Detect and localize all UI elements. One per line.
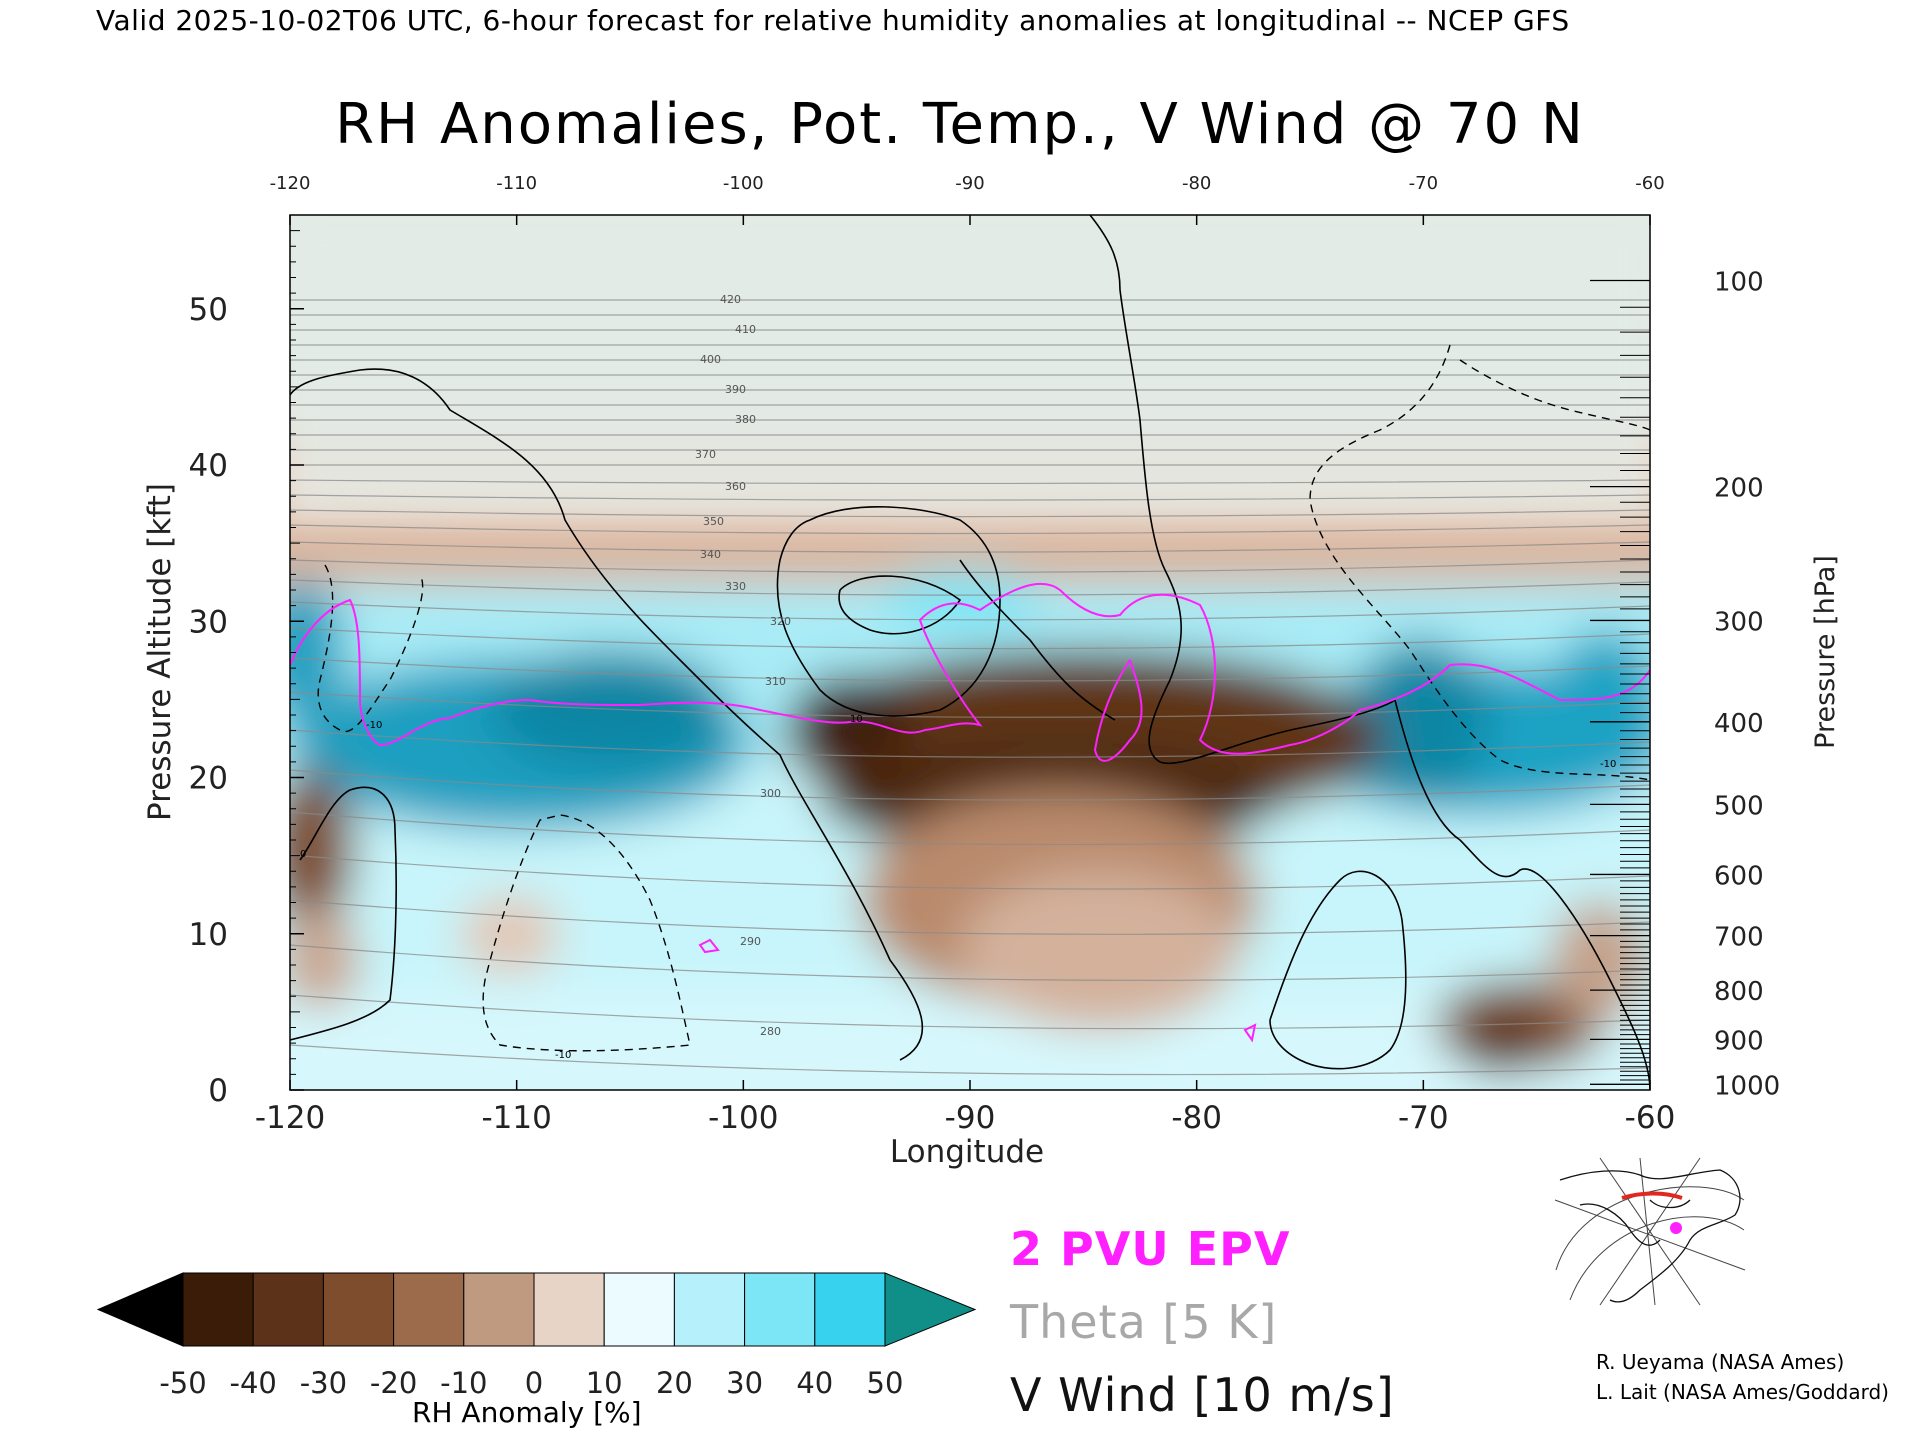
x-tick-label: -110 [481, 1100, 551, 1136]
svg-text:0: 0 [300, 849, 306, 860]
y-tick-label: 0 [208, 1073, 228, 1109]
colorbar-bin [463, 1272, 535, 1347]
legend-vwind: V Wind [10 m/s] [1010, 1368, 1395, 1422]
x-tick-label: -70 [1398, 1100, 1449, 1136]
colorbar-tick-label: 40 [796, 1366, 833, 1400]
colorbar-tick-label: 0 [525, 1366, 543, 1400]
x-top-tick-label: -120 [270, 173, 311, 194]
forecast-valid-line: Valid 2025-10-02T06 UTC, 6-hour forecast… [96, 4, 1570, 37]
pressure-tick-label: 400 [1714, 709, 1764, 739]
x-axis-bottom: -120 -110 -100 -90 -80 -70 -60 [255, 1080, 1676, 1136]
x-axis-label: Longitude [890, 1134, 1044, 1170]
svg-text:310: 310 [765, 675, 786, 688]
svg-text:390: 390 [725, 383, 746, 396]
svg-text:10: 10 [850, 714, 863, 725]
colorbar-over-arrow [884, 1272, 977, 1347]
y-axis-label: Pressure Altitude [kft] [142, 483, 178, 821]
x-top-tick-label: -60 [1635, 173, 1664, 194]
pressure-tick-label: 500 [1714, 791, 1764, 821]
pressure-axis-label: Pressure [hPa] [1810, 555, 1841, 749]
v-wind-contours [290, 215, 1650, 1090]
svg-text:-10: -10 [555, 1050, 571, 1061]
legend-epv: 2 PVU EPV [1010, 1222, 1291, 1276]
colorbar-bin [673, 1272, 746, 1347]
pressure-tick-label: 700 [1714, 923, 1764, 953]
x-top-tick-label: -90 [955, 173, 984, 194]
pressure-tick-label: 800 [1714, 977, 1764, 1007]
colorbar-tick-label: -30 [300, 1366, 347, 1400]
rh-anomaly-field: 420 410 400 390 380 370 360 350 340 330 … [290, 215, 1650, 1090]
colorbar-tick-label: 30 [726, 1366, 763, 1400]
colorbar-tick-label: 10 [586, 1366, 623, 1400]
svg-text:340: 340 [700, 548, 721, 561]
x-axis-top: -120 -110 -100 -90 -80 -70 -60 [270, 173, 1665, 225]
y-tick-label: 40 [189, 448, 228, 484]
pressure-tick-label: 300 [1714, 607, 1764, 637]
credit-line-2: L. Lait (NASA Ames/Goddard) [1596, 1380, 1889, 1404]
pressure-tick-label: 600 [1714, 861, 1764, 891]
svg-text:420: 420 [720, 293, 741, 306]
y-tick-label: 10 [189, 917, 228, 953]
pressure-tick-label: 100 [1714, 268, 1764, 298]
svg-text:410: 410 [735, 323, 756, 336]
svg-text:-10: -10 [366, 720, 382, 731]
colorbar-bin [252, 1272, 324, 1347]
x-top-tick-label: -80 [1182, 173, 1211, 194]
credit-line-1: R. Ueyama (NASA Ames) [1596, 1350, 1845, 1374]
svg-text:280: 280 [760, 1025, 781, 1038]
x-tick-label: -90 [945, 1100, 996, 1136]
svg-text:300: 300 [760, 787, 781, 800]
x-top-tick-label: -100 [723, 173, 764, 194]
inset-locator-map [1550, 1157, 1750, 1308]
colorbar-tick-label: -50 [159, 1366, 206, 1400]
x-tick-label: -60 [1625, 1100, 1676, 1136]
x-tick-label: -100 [708, 1100, 778, 1136]
colorbar-bin [322, 1272, 395, 1347]
x-tick-label: -80 [1171, 1100, 1222, 1136]
wind-labels: 0 -10 -10 10 -10 [300, 714, 1616, 1061]
colorbar: -50 -40 -30 -20 -10 0 10 20 30 40 50 [96, 1272, 977, 1400]
epv-2pvu-contour [290, 582, 1650, 1043]
colorbar-bin [533, 1272, 605, 1347]
colorbar-tick-label: 50 [867, 1366, 904, 1400]
pressure-tick-label: 1000 [1714, 1071, 1780, 1101]
colorbar-under-arrow [96, 1272, 184, 1347]
colorbar-label: RH Anomaly [%] [412, 1396, 642, 1429]
chart-title: RH Anomalies, Pot. Temp., V Wind @ 70 N [335, 92, 1585, 157]
svg-text:330: 330 [725, 580, 746, 593]
pressure-tick-label: 200 [1714, 474, 1764, 504]
y-axis-left: 0 10 20 30 40 50 [189, 230, 304, 1109]
x-top-tick-label: -110 [496, 173, 537, 194]
pressure-axis-right: 100 200 300 400 500 600 700 800 900 1000 [1590, 268, 1780, 1101]
colorbar-tick-label: -20 [370, 1366, 417, 1400]
svg-text:400: 400 [700, 353, 721, 366]
svg-text:360: 360 [725, 480, 746, 493]
colorbar-bin [744, 1272, 816, 1347]
y-tick-label: 30 [189, 604, 228, 640]
colorbar-tick-label: 20 [656, 1366, 693, 1400]
pressure-tick-label: 900 [1714, 1026, 1764, 1056]
colorbar-bin [182, 1272, 254, 1347]
y-tick-label: 50 [189, 292, 228, 328]
colorbar-tick-label: -40 [230, 1366, 277, 1400]
svg-text:350: 350 [703, 515, 724, 528]
colorbar-tick-label: -10 [440, 1366, 487, 1400]
svg-text:290: 290 [740, 935, 761, 948]
x-tick-label: -120 [255, 1100, 325, 1136]
svg-text:320: 320 [770, 615, 791, 628]
svg-text:-10: -10 [1600, 759, 1616, 770]
colorbar-bin [393, 1272, 465, 1347]
theta-labels: 420 410 400 390 380 370 360 350 340 330 … [695, 293, 791, 1038]
x-top-tick-label: -70 [1409, 173, 1438, 194]
v-wind-negative-contours [317, 344, 1650, 1052]
y-tick-label: 20 [189, 761, 228, 797]
colorbar-bin [603, 1272, 675, 1347]
svg-text:370: 370 [695, 448, 716, 461]
svg-text:380: 380 [735, 413, 756, 426]
colorbar-bin [814, 1272, 886, 1347]
legend-theta: Theta [5 K] [1010, 1295, 1278, 1349]
